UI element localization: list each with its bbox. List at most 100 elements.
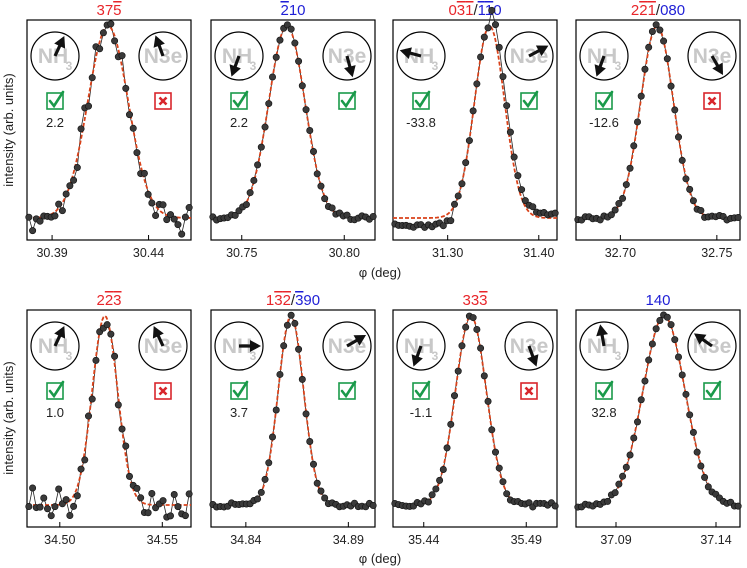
data-point	[652, 325, 660, 333]
data-point	[495, 464, 503, 472]
data-point	[447, 420, 455, 428]
check-mark-icon	[412, 380, 431, 400]
data-point	[428, 491, 436, 499]
data-point	[70, 502, 78, 510]
x-tick-label: 34.50	[44, 533, 75, 547]
data-point	[88, 395, 96, 403]
data-point	[656, 316, 664, 324]
title-index-segment: 3	[274, 292, 282, 309]
data-point	[265, 100, 273, 108]
arrow-head-icon	[527, 354, 539, 367]
title-index-segment: 1	[465, 2, 473, 19]
data-point	[439, 466, 447, 474]
data-point	[103, 321, 111, 329]
data-point	[140, 169, 148, 177]
n3e-label: N3e	[144, 335, 183, 358]
data-point	[276, 36, 284, 44]
x-tick-label: 34.89	[333, 533, 364, 547]
data-point	[697, 462, 705, 470]
x-tick-label: 31.30	[432, 246, 463, 260]
data-point	[626, 164, 634, 172]
data-point	[129, 124, 137, 132]
check-mark-icon	[595, 380, 614, 400]
data-point	[510, 153, 518, 161]
angle-value: -12.6	[589, 115, 619, 130]
arrow-head-icon	[411, 354, 423, 367]
data-point	[551, 209, 559, 217]
data-point	[604, 497, 612, 505]
panel-frame	[575, 309, 741, 528]
nh3-orientation-clock: NH3	[30, 31, 80, 81]
chart-panel-p2: 210 30.75 30.80 NH3 N3e 2.2	[209, 2, 377, 260]
x-tick-label: 30.80	[329, 246, 360, 260]
data-point	[480, 33, 488, 41]
data-point	[313, 479, 321, 487]
check-mark-icon	[46, 380, 65, 400]
data-point	[62, 496, 70, 504]
data-point	[77, 125, 85, 133]
data-point	[667, 82, 675, 90]
arrow-head-icon	[54, 36, 66, 49]
data-point	[619, 194, 627, 202]
data-point	[667, 321, 675, 329]
data-point	[242, 201, 250, 209]
data-point	[295, 57, 303, 65]
data-point	[689, 197, 697, 205]
data-point	[686, 411, 694, 419]
data-point	[686, 185, 694, 193]
data-point	[518, 186, 526, 194]
data-point	[118, 425, 126, 433]
angle-value: 2.2	[230, 115, 248, 130]
data-point	[473, 325, 481, 333]
nh3-label: NH	[587, 45, 617, 68]
panel-title: 333	[462, 292, 487, 309]
data-point	[144, 509, 152, 517]
nh3-label: NH	[38, 335, 68, 358]
title-index-segment: 2	[105, 292, 113, 309]
data-point	[126, 111, 134, 119]
nh3-subscript: 3	[250, 59, 257, 73]
check-mark-icon	[595, 90, 614, 110]
data-point	[287, 25, 295, 33]
data-point	[734, 502, 742, 510]
data-point	[637, 92, 645, 100]
title-index-segment: 3	[295, 292, 303, 309]
panel-title: 375	[96, 2, 121, 19]
data-point	[167, 512, 175, 520]
angle-value: -1.1	[410, 405, 432, 420]
title-index-segment: 90	[303, 292, 320, 309]
x-tick-label: 32.75	[701, 246, 732, 260]
title-index-segment: 3	[457, 2, 465, 19]
data-point	[62, 190, 70, 198]
panel-title: 132/390	[266, 292, 320, 309]
data-point	[309, 148, 317, 156]
data-point	[641, 65, 649, 73]
arrow-head-icon	[54, 326, 66, 339]
data-point	[491, 448, 499, 456]
data-point	[432, 485, 440, 493]
arrow-head-icon	[353, 335, 367, 346]
data-point	[674, 133, 682, 141]
check-mark-icon	[230, 90, 249, 110]
data-point	[317, 487, 325, 495]
arrow-head-icon	[153, 35, 165, 48]
title-index-segment: /	[656, 2, 661, 19]
data-point	[443, 444, 451, 452]
data-point	[306, 127, 314, 135]
y-axis-label-bottom: intensity (arb. units)	[1, 361, 16, 474]
title-index-segment: 1	[478, 2, 486, 19]
n3e-label: N3e	[144, 45, 183, 68]
data-point	[148, 490, 156, 498]
data-point	[265, 459, 273, 467]
data-point	[283, 321, 291, 329]
data-point	[231, 211, 239, 219]
data-point	[246, 189, 254, 197]
data-point	[678, 156, 686, 164]
data-point	[66, 511, 74, 519]
data-point	[514, 172, 522, 180]
data-point	[96, 45, 104, 53]
data-point	[499, 478, 507, 486]
title-index-segment: /	[291, 292, 296, 309]
panel-title: 223	[96, 292, 121, 309]
